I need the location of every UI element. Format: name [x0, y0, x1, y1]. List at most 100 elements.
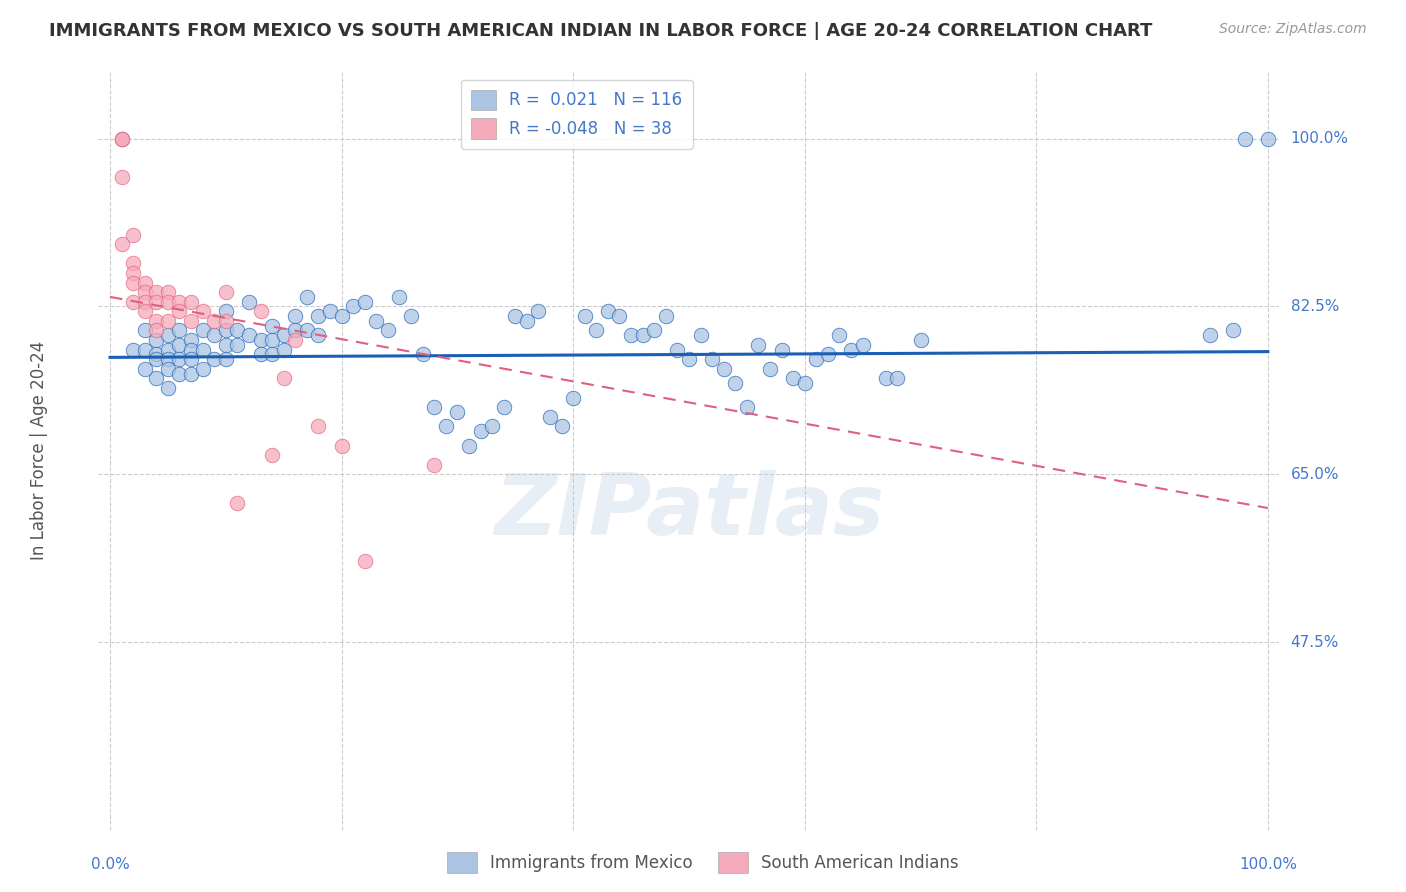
Point	[1233, 131, 1256, 145]
Point	[516, 314, 538, 328]
Point	[492, 401, 515, 415]
Point	[191, 343, 214, 357]
Point	[145, 333, 167, 347]
Point	[156, 381, 179, 395]
Point	[134, 276, 156, 290]
Point	[202, 352, 225, 367]
Text: 0.0%: 0.0%	[90, 857, 129, 872]
Point	[134, 285, 156, 299]
Point	[191, 324, 214, 338]
Point	[839, 343, 862, 357]
Point	[145, 352, 167, 367]
Point	[620, 328, 643, 343]
Point	[330, 309, 353, 323]
Text: 65.0%: 65.0%	[1291, 467, 1339, 482]
Point	[249, 333, 271, 347]
Point	[585, 324, 607, 338]
Point	[215, 324, 238, 338]
Point	[700, 352, 723, 367]
Point	[134, 324, 156, 338]
Point	[226, 496, 249, 510]
Point	[295, 290, 318, 304]
Point	[538, 409, 561, 424]
Point	[759, 362, 782, 376]
Point	[180, 343, 202, 357]
Point	[273, 343, 295, 357]
Legend: R =  0.021   N = 116, R = -0.048   N = 38: R = 0.021 N = 116, R = -0.048 N = 38	[461, 79, 693, 149]
Point	[330, 439, 353, 453]
Point	[156, 343, 179, 357]
Point	[145, 285, 167, 299]
Point	[886, 371, 908, 385]
Point	[1257, 131, 1279, 145]
Text: 100.0%: 100.0%	[1291, 131, 1348, 146]
Point	[191, 304, 214, 318]
Point	[307, 309, 329, 323]
Point	[226, 324, 249, 338]
Point	[735, 401, 758, 415]
Point	[215, 338, 238, 352]
Point	[262, 318, 284, 333]
Point	[202, 328, 225, 343]
Point	[377, 324, 399, 338]
Legend: Immigrants from Mexico, South American Indians: Immigrants from Mexico, South American I…	[440, 846, 966, 880]
Point	[423, 401, 446, 415]
Point	[307, 328, 329, 343]
Point	[110, 131, 132, 145]
Point	[215, 314, 238, 328]
Point	[156, 352, 179, 367]
Point	[169, 352, 191, 367]
Point	[202, 314, 225, 328]
Point	[307, 419, 329, 434]
Point	[110, 131, 132, 145]
Point	[399, 309, 422, 323]
Point	[122, 227, 145, 242]
Point	[180, 314, 202, 328]
Point	[342, 300, 364, 314]
Point	[169, 304, 191, 318]
Point	[122, 256, 145, 270]
Point	[875, 371, 897, 385]
Point	[678, 352, 700, 367]
Point	[828, 328, 851, 343]
Point	[156, 294, 179, 309]
Point	[562, 391, 585, 405]
Point	[215, 304, 238, 318]
Point	[226, 338, 249, 352]
Point	[284, 333, 307, 347]
Point	[215, 352, 238, 367]
Point	[191, 362, 214, 376]
Point	[609, 309, 631, 323]
Text: In Labor Force | Age 20-24: In Labor Force | Age 20-24	[31, 341, 48, 560]
Point	[503, 309, 526, 323]
Point	[180, 367, 202, 381]
Point	[446, 405, 468, 419]
Point	[169, 324, 191, 338]
Point	[238, 328, 260, 343]
Point	[631, 328, 654, 343]
Point	[134, 362, 156, 376]
Point	[273, 328, 295, 343]
Point	[412, 347, 434, 361]
Point	[134, 343, 156, 357]
Point	[156, 285, 179, 299]
Point	[215, 285, 238, 299]
Point	[156, 362, 179, 376]
Point	[852, 338, 875, 352]
Point	[110, 169, 132, 184]
Point	[574, 309, 596, 323]
Point	[145, 324, 167, 338]
Point	[134, 294, 156, 309]
Point	[169, 338, 191, 352]
Point	[262, 333, 284, 347]
Text: 47.5%: 47.5%	[1291, 635, 1339, 650]
Point	[156, 314, 179, 328]
Point	[238, 294, 260, 309]
Point	[273, 371, 295, 385]
Point	[145, 314, 167, 328]
Point	[122, 294, 145, 309]
Point	[262, 347, 284, 361]
Point	[527, 304, 550, 318]
Text: ZIPatlas: ZIPatlas	[494, 469, 884, 553]
Point	[156, 328, 179, 343]
